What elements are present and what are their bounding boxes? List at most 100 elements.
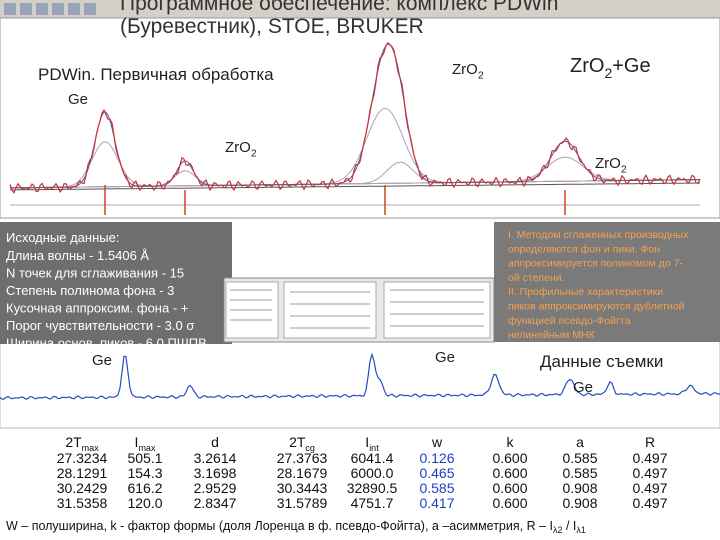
peak-label: ZrO2 bbox=[452, 61, 484, 82]
input-line: Кусочная аппроксим. фона - + bbox=[6, 301, 188, 316]
header-text: I bbox=[365, 434, 369, 450]
header-text: d bbox=[211, 434, 219, 450]
label-text: ZrO bbox=[452, 61, 478, 78]
header-text: 2T bbox=[65, 434, 82, 450]
header-text: R bbox=[645, 434, 655, 450]
table-cell: 0.600 bbox=[492, 450, 527, 466]
header-text: k bbox=[507, 434, 515, 450]
table-header: k bbox=[507, 434, 515, 450]
slide-title: Программное обеспечение: комплекс PDWin bbox=[120, 0, 558, 15]
dialog-thumbnails bbox=[223, 277, 495, 343]
note-line: функцией псевдо-Фойгта bbox=[508, 315, 631, 327]
table-cell: 0.497 bbox=[632, 495, 667, 511]
footer-text: W – полуширина, k - фактор формы (доля Л… bbox=[6, 519, 553, 533]
peak-label: Ge bbox=[68, 91, 88, 108]
note-line: аппроксимируется полиномом до 7- bbox=[508, 258, 684, 270]
table-cell: 31.5358 bbox=[57, 495, 108, 511]
panel-caption: Данные съемки bbox=[540, 352, 663, 371]
input-box bbox=[0, 222, 232, 344]
table-cell: 0.585 bbox=[562, 450, 597, 466]
input-line: Длина волны - 1.5406 Å bbox=[6, 248, 149, 263]
table-cell: 0.497 bbox=[632, 480, 667, 496]
table-cell: 2.9529 bbox=[194, 480, 237, 496]
table-cell: 6000.0 bbox=[351, 465, 394, 481]
footer-text: / I bbox=[563, 519, 577, 533]
table-cell: 154.3 bbox=[127, 465, 162, 481]
table-cell: 32890.5 bbox=[347, 480, 398, 496]
table-cell: 27.3234 bbox=[57, 450, 108, 466]
table-cell: 3.2614 bbox=[194, 450, 237, 466]
table-header: R bbox=[645, 434, 655, 450]
peak-label: ZrO2 bbox=[225, 139, 257, 160]
table-cell: 30.2429 bbox=[57, 480, 108, 496]
label-text: ZrO bbox=[225, 139, 251, 156]
table-cell: 0.585 bbox=[419, 480, 454, 496]
table-cell: 0.497 bbox=[632, 465, 667, 481]
table-cell: 0.908 bbox=[562, 495, 597, 511]
input-line: N точек для сглаживания - 15 bbox=[6, 266, 184, 281]
table-cell: 120.0 bbox=[127, 495, 162, 511]
note-line: II. Профильные характеристики bbox=[508, 286, 663, 298]
toolbar-icons bbox=[4, 3, 96, 15]
note-line: ой степени. bbox=[508, 272, 565, 284]
table-header: Iint bbox=[365, 434, 379, 453]
input-line: Ширина основ. пиков - 6.0 ПШПВ bbox=[6, 336, 207, 351]
peak-label: Ge bbox=[573, 379, 593, 396]
label-sub: 2 bbox=[621, 164, 627, 176]
note-line: определяются фон и пики. Фон bbox=[508, 243, 660, 255]
label-sub: 2 bbox=[251, 148, 257, 160]
peak-label: Ge bbox=[435, 349, 455, 366]
header-sub: max bbox=[138, 443, 156, 453]
table-header: 2Tmax bbox=[65, 434, 99, 453]
peak-label: Ge bbox=[92, 352, 112, 369]
label-text: Ge bbox=[68, 91, 88, 108]
input-line: Степень полинома фона - 3 bbox=[6, 283, 174, 298]
header-text: I bbox=[135, 434, 139, 450]
label-sub: 2 bbox=[478, 70, 484, 82]
table-cell: 0.417 bbox=[419, 495, 454, 511]
peak-label: ZrO2 bbox=[595, 155, 627, 176]
table-cell: 31.5789 bbox=[277, 495, 328, 511]
note-line: пиков аппроксимируются дублетной bbox=[508, 301, 685, 313]
notes-box bbox=[494, 222, 720, 342]
label-text: ZrO bbox=[570, 55, 604, 77]
measured-curve bbox=[9, 41, 701, 194]
table-cell: 28.1291 bbox=[57, 465, 108, 481]
input-heading: Исходные данные: bbox=[6, 230, 119, 245]
header-text: a bbox=[576, 434, 584, 450]
header-text: w bbox=[431, 434, 443, 450]
background-curve bbox=[10, 182, 700, 191]
header-text: 2T bbox=[289, 434, 306, 450]
toolbar bbox=[0, 0, 720, 18]
footer-sub: λ1 bbox=[576, 525, 586, 535]
header-sub: int bbox=[369, 443, 379, 453]
footer: W – полуширина, k - фактор формы (доля Л… bbox=[6, 519, 586, 535]
table-cell: 3.1698 bbox=[194, 465, 237, 481]
peak-label: ZrO2+Ge bbox=[570, 55, 651, 81]
table-cell: 0.908 bbox=[562, 480, 597, 496]
input-line: Порог чувствительности - 3.0 σ bbox=[6, 318, 194, 333]
table-cell: 4751.7 bbox=[351, 495, 394, 511]
table-cell: 0.600 bbox=[492, 480, 527, 496]
note-line: нелинейным МНК bbox=[508, 329, 596, 341]
footer-sub: λ2 bbox=[553, 525, 563, 535]
label-suffix: +Ge bbox=[612, 55, 650, 77]
header-sub: max bbox=[82, 443, 100, 453]
panel-caption: PDWin. Первичная обработка bbox=[38, 65, 274, 84]
table-cell: 505.1 bbox=[127, 450, 162, 466]
note-line: I. Методом сглаженных производных bbox=[508, 229, 689, 241]
slide-title: (Буревестник), STOE, BRUKER bbox=[120, 15, 424, 38]
table-cell: 0.465 bbox=[419, 465, 454, 481]
table-header: Imax bbox=[135, 434, 156, 453]
table-cell: 6041.4 bbox=[351, 450, 394, 466]
header-sub: cg bbox=[305, 443, 315, 453]
table-cell: 0.585 bbox=[562, 465, 597, 481]
table-header: w bbox=[431, 434, 443, 450]
table-cell: 2.8347 bbox=[194, 495, 237, 511]
peak-markers bbox=[104, 185, 566, 215]
table-header: 2Tcg bbox=[289, 434, 315, 453]
table-header: d bbox=[211, 434, 219, 450]
scan-curve bbox=[0, 352, 720, 400]
